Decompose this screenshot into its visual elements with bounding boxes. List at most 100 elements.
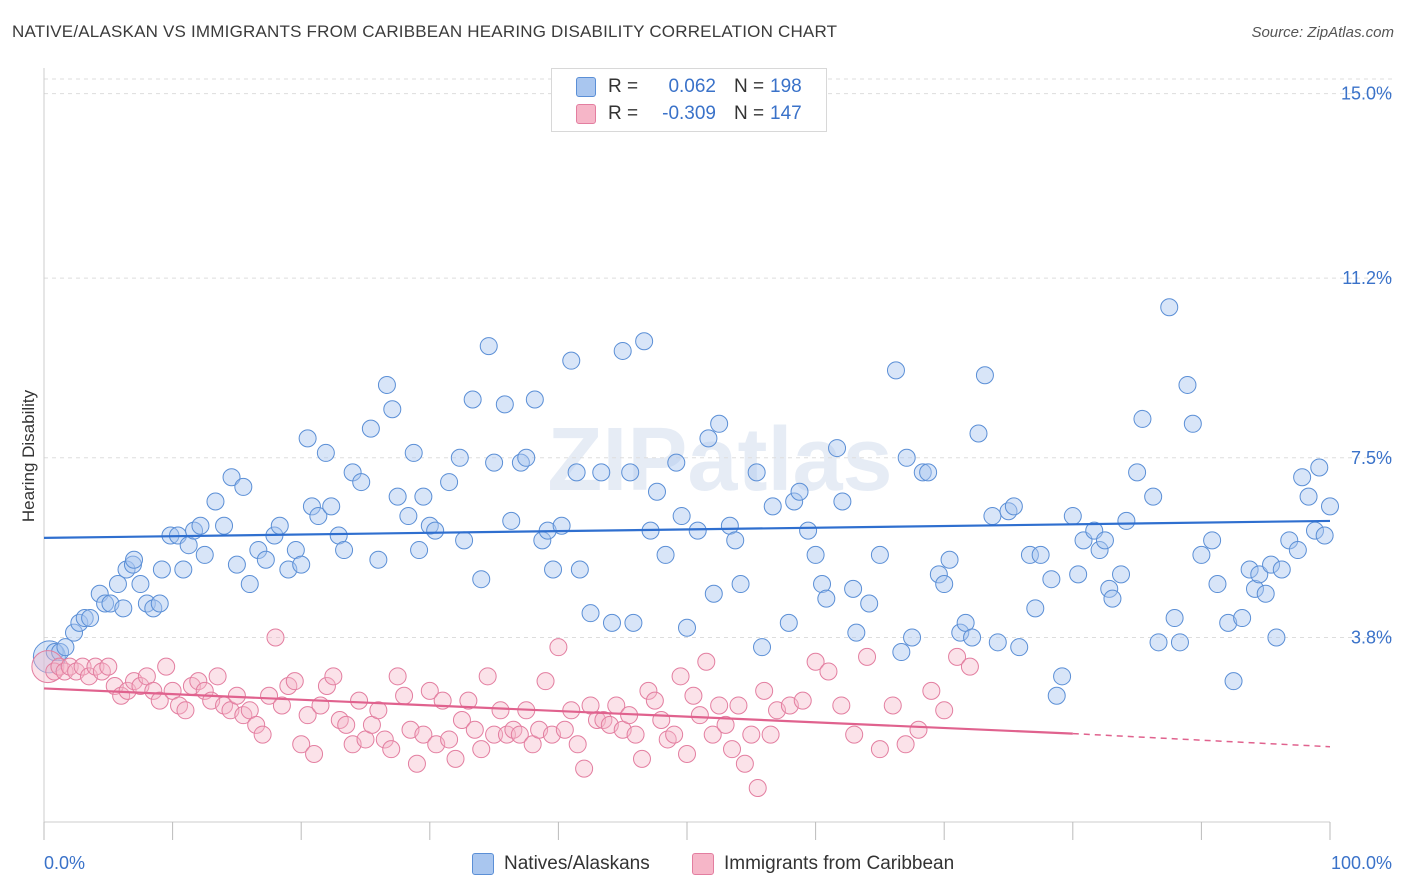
y-tick-label: 11.2% (1342, 268, 1392, 288)
point-natives (1090, 541, 1109, 560)
point-caribbean (748, 779, 767, 798)
point-caribbean (337, 715, 356, 734)
point-caribbean (478, 667, 497, 686)
legend-row-caribbean: R = -0.309 N = 147 (576, 102, 802, 126)
point-natives (1160, 298, 1179, 317)
point-natives (131, 575, 150, 594)
point-caribbean (626, 725, 645, 744)
point-caribbean (485, 725, 504, 744)
point-natives (302, 497, 321, 516)
point-natives (316, 443, 335, 462)
point-natives (399, 507, 418, 526)
point-natives (1144, 487, 1163, 506)
point-natives (817, 589, 836, 608)
point-caribbean (388, 667, 407, 686)
point-natives (678, 618, 696, 637)
point-caribbean (382, 740, 401, 759)
point-natives (581, 604, 600, 623)
point-natives (525, 390, 544, 409)
point-natives (191, 516, 210, 535)
point-natives (1133, 409, 1152, 428)
point-caribbean (189, 672, 208, 691)
point-caribbean (292, 735, 311, 754)
point-natives (753, 638, 772, 657)
point-natives (667, 453, 686, 472)
point-natives (150, 594, 169, 613)
point-natives (790, 482, 809, 501)
point-natives (544, 560, 563, 579)
point-caribbean (253, 725, 272, 744)
point-caribbean (157, 657, 176, 676)
trend-line-natives (43, 519, 1331, 540)
legend-r-value: 0.062 (668, 76, 716, 97)
point-natives (517, 448, 536, 467)
point-natives (195, 545, 214, 564)
legend-r-value: -0.309 (662, 103, 716, 124)
point-natives (450, 448, 469, 467)
point-caribbean (870, 740, 889, 759)
chart-title: NATIVE/ALASKAN VS IMMIGRANTS FROM CARIBB… (12, 22, 838, 41)
point-natives (833, 492, 852, 511)
point-natives (1224, 672, 1243, 691)
point-natives (361, 419, 380, 438)
point-caribbean (858, 647, 877, 666)
point-caribbean (324, 667, 343, 686)
point-natives (410, 541, 429, 560)
point-natives (570, 560, 589, 579)
point-natives (335, 541, 354, 560)
point-caribbean (317, 677, 336, 696)
point-caribbean (845, 725, 864, 744)
point-natives (935, 575, 954, 594)
point-natives (828, 439, 847, 458)
point-caribbean (266, 628, 285, 647)
point-caribbean (260, 686, 279, 705)
point-natives (913, 463, 932, 482)
point-caribbean (742, 725, 761, 744)
point-natives (108, 575, 127, 594)
point-natives (1165, 609, 1184, 628)
point-caribbean (960, 657, 979, 676)
point-caribbean (703, 725, 722, 744)
point-caribbean (755, 681, 774, 700)
point-natives (592, 463, 611, 482)
point-natives (892, 643, 911, 662)
point-caribbean (723, 740, 742, 759)
point-natives (227, 555, 246, 574)
point-natives (1112, 565, 1131, 584)
point-caribbean (568, 735, 587, 754)
point-natives (988, 633, 1007, 652)
point-natives (886, 361, 905, 380)
legend-n-label: N = (734, 103, 765, 124)
point-natives (56, 638, 75, 657)
point-natives (844, 579, 863, 598)
point-natives (1004, 497, 1023, 516)
point-natives (1117, 511, 1136, 530)
point-natives (1208, 575, 1227, 594)
point-natives (215, 516, 234, 535)
point-natives (352, 473, 371, 492)
y-tick-label: 3.8% (1351, 627, 1392, 647)
legend-row-natives: R = 0.062 N = 198 (576, 75, 802, 99)
point-natives (256, 550, 275, 569)
point-caribbean (832, 696, 851, 715)
x-tick-label-0: 0.0% (44, 853, 85, 873)
point-natives (1063, 507, 1082, 526)
point-natives (1042, 570, 1061, 589)
point-natives (919, 463, 938, 482)
point-natives (647, 482, 666, 501)
point-natives (75, 609, 94, 628)
point-natives (562, 351, 581, 370)
point-caribbean (710, 696, 729, 715)
point-caribbean (819, 662, 838, 681)
point-natives (567, 463, 586, 482)
point-natives (309, 507, 328, 526)
point-natives (897, 448, 916, 467)
point-natives (779, 613, 798, 632)
point-natives (222, 468, 241, 487)
point-caribbean (50, 657, 69, 676)
point-natives (152, 560, 171, 579)
point-caribbean (793, 691, 812, 710)
bottom-legend-natives: Natives/Alaskans (472, 852, 650, 876)
point-natives (249, 541, 268, 560)
point-natives (847, 623, 866, 642)
